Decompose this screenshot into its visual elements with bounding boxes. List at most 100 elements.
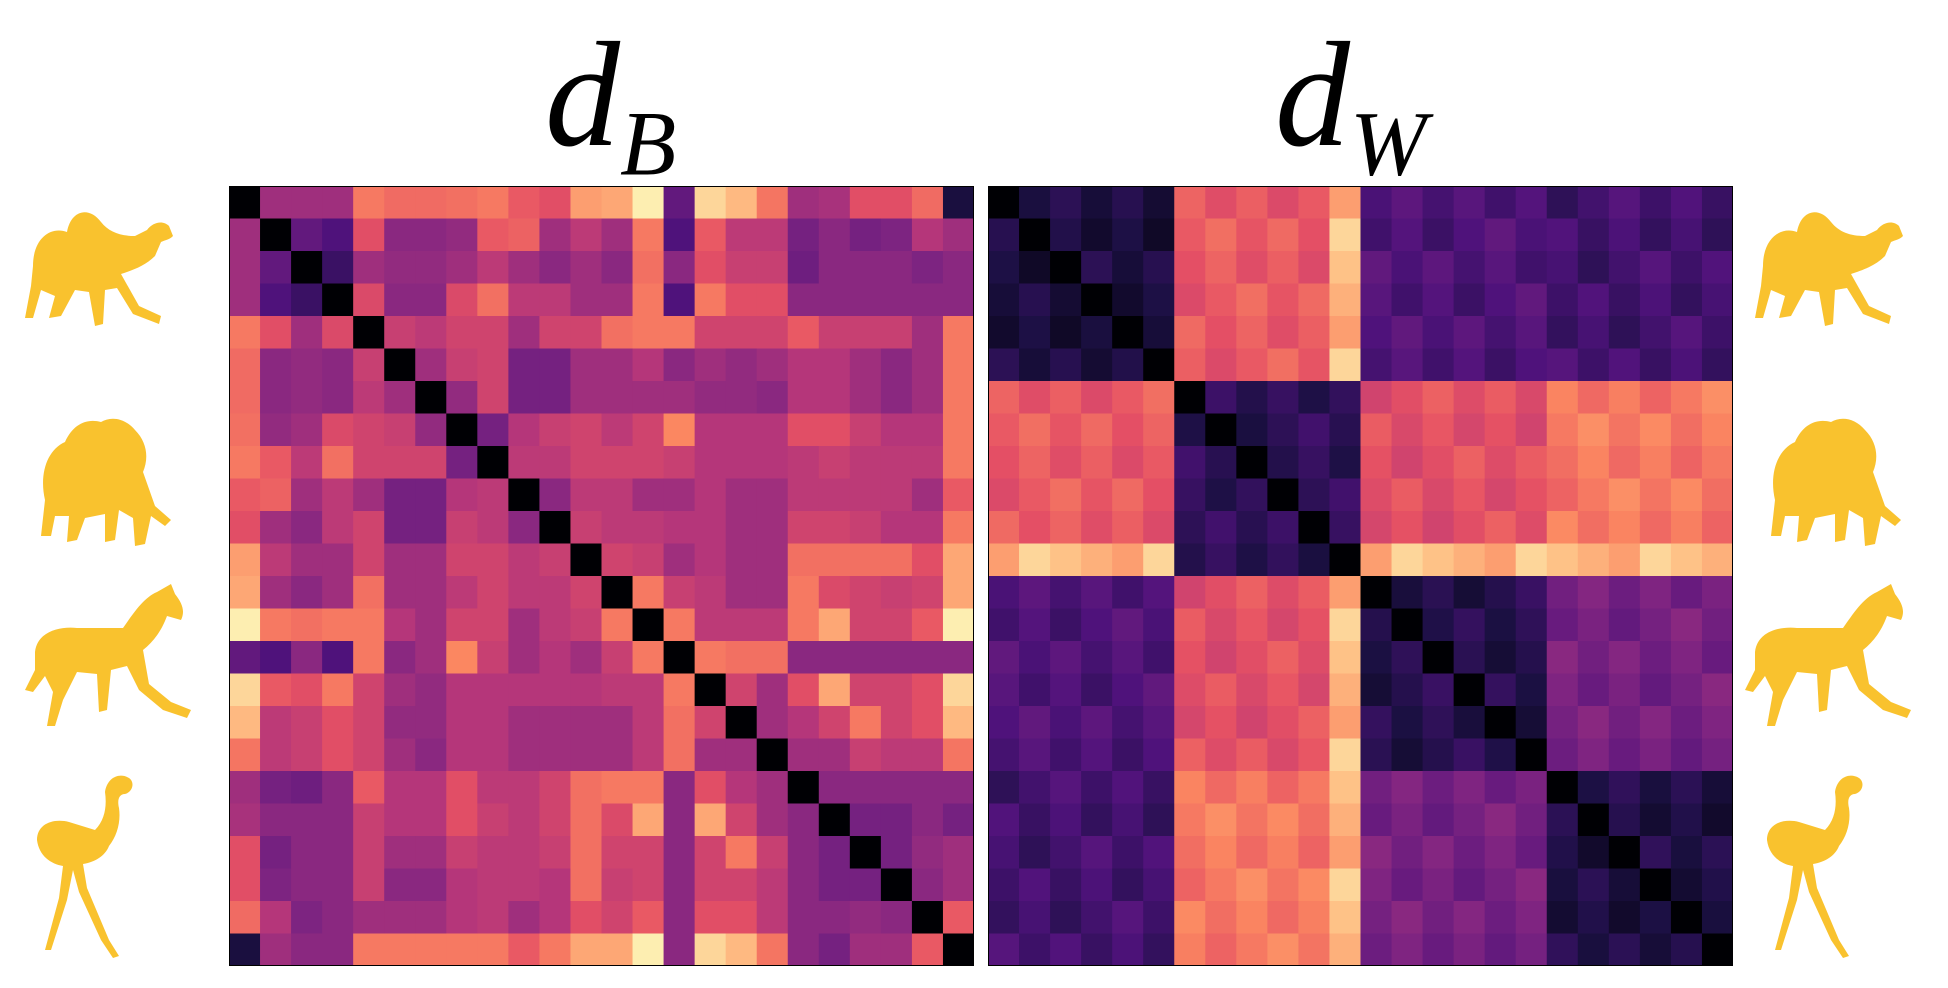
db-cell-12-12: [601, 576, 634, 610]
db-cell-18-10: [539, 771, 572, 805]
db-cell-16-5: [384, 706, 416, 740]
db-cell-6-16: [725, 381, 758, 415]
db-cell-17-17: [756, 738, 789, 772]
db-cell-21-4: [353, 868, 385, 902]
db-cell-21-7: [446, 868, 478, 902]
db-cell-7-21: [880, 413, 913, 447]
db-cell-4-11: [570, 316, 603, 350]
db-cell-8-0: [229, 446, 261, 480]
db-cell-19-17: [756, 803, 789, 837]
dw-cell-7-21: [1639, 413, 1672, 447]
db-cell-12-5: [384, 576, 416, 610]
dw-cell-10-22: [1670, 511, 1703, 545]
db-cell-16-3: [322, 706, 354, 740]
db-cell-3-2: [291, 283, 323, 317]
dw-cell-16-20: [1608, 706, 1641, 740]
db-cell-7-20: [849, 413, 882, 447]
dw-cell-8-9: [1267, 446, 1300, 480]
dw-cell-23-17: [1515, 933, 1548, 966]
db-cell-23-0: [229, 933, 261, 966]
dw-cell-13-9: [1267, 608, 1300, 642]
dw-cell-5-9: [1267, 348, 1300, 382]
db-cell-7-7: [446, 413, 478, 447]
db-cell-18-20: [849, 771, 882, 805]
db-cell-22-16: [725, 901, 758, 935]
dw-cell-16-16: [1484, 706, 1517, 740]
db-cell-10-20: [849, 511, 882, 545]
dw-cell-15-10: [1298, 673, 1331, 707]
dw-cell-17-1: [1019, 738, 1051, 772]
heatmap-d-b: [229, 186, 974, 966]
dw-cell-18-21: [1639, 771, 1672, 805]
db-cell-10-21: [880, 511, 913, 545]
db-cell-3-5: [384, 283, 416, 317]
dw-cell-22-6: [1174, 901, 1206, 935]
db-cell-22-19: [818, 901, 851, 935]
db-cell-19-18: [787, 803, 820, 837]
dw-cell-12-14: [1422, 576, 1455, 610]
db-cell-14-4: [353, 641, 385, 675]
dw-cell-3-3: [1081, 283, 1113, 317]
db-cell-0-14: [663, 186, 696, 220]
db-cell-18-23: [942, 771, 974, 805]
dw-cell-1-22: [1670, 218, 1703, 252]
dw-cell-8-16: [1484, 446, 1517, 480]
dw-cell-15-5: [1143, 673, 1175, 707]
dw-cell-21-23: [1701, 868, 1733, 902]
db-cell-21-23: [942, 868, 974, 902]
dw-cell-18-13: [1391, 771, 1424, 805]
db-cell-3-3: [322, 283, 354, 317]
dw-cell-3-7: [1205, 283, 1237, 317]
db-cell-5-7: [446, 348, 478, 382]
db-cell-8-23: [942, 446, 974, 480]
db-cell-19-9: [508, 803, 541, 837]
db-cell-1-3: [322, 218, 354, 252]
dw-cell-21-21: [1639, 868, 1672, 902]
dw-cell-7-1: [1019, 413, 1051, 447]
dw-cell-14-18: [1546, 641, 1579, 675]
db-cell-10-12: [601, 511, 634, 545]
dw-cell-5-0: [988, 348, 1020, 382]
dw-cell-13-13: [1391, 608, 1424, 642]
dw-cell-13-19: [1577, 608, 1610, 642]
dw-cell-19-18: [1546, 803, 1579, 837]
db-cell-11-0: [229, 543, 261, 577]
db-cell-8-22: [911, 446, 944, 480]
dw-cell-20-17: [1515, 836, 1548, 870]
dw-cell-16-21: [1639, 706, 1672, 740]
db-cell-21-17: [756, 868, 789, 902]
db-cell-10-5: [384, 511, 416, 545]
db-cell-8-7: [446, 446, 478, 480]
dw-cell-4-21: [1639, 316, 1672, 350]
db-cell-23-1: [260, 933, 292, 966]
db-cell-12-15: [694, 576, 727, 610]
dw-cell-1-2: [1050, 218, 1082, 252]
db-cell-17-3: [322, 738, 354, 772]
db-cell-0-4: [353, 186, 385, 220]
db-cell-6-18: [787, 381, 820, 415]
dw-cell-0-21: [1639, 186, 1672, 220]
dw-cell-19-8: [1236, 803, 1268, 837]
dw-cell-5-17: [1515, 348, 1548, 382]
db-cell-0-23: [942, 186, 974, 220]
db-cell-23-8: [477, 933, 509, 966]
dw-cell-18-23: [1701, 771, 1733, 805]
db-cell-4-5: [384, 316, 416, 350]
db-cell-23-14: [663, 933, 696, 966]
dw-cell-16-0: [988, 706, 1020, 740]
db-cell-20-5: [384, 836, 416, 870]
db-cell-3-7: [446, 283, 478, 317]
dw-cell-23-23: [1701, 933, 1733, 966]
db-cell-17-14: [663, 738, 696, 772]
dw-cell-21-2: [1050, 868, 1082, 902]
db-cell-20-1: [260, 836, 292, 870]
db-cell-10-15: [694, 511, 727, 545]
dw-cell-4-17: [1515, 316, 1548, 350]
dw-cell-22-17: [1515, 901, 1548, 935]
db-cell-1-2: [291, 218, 323, 252]
db-cell-20-3: [322, 836, 354, 870]
db-cell-9-1: [260, 478, 292, 512]
db-cell-6-19: [818, 381, 851, 415]
db-cell-22-5: [384, 901, 416, 935]
dw-cell-19-10: [1298, 803, 1331, 837]
